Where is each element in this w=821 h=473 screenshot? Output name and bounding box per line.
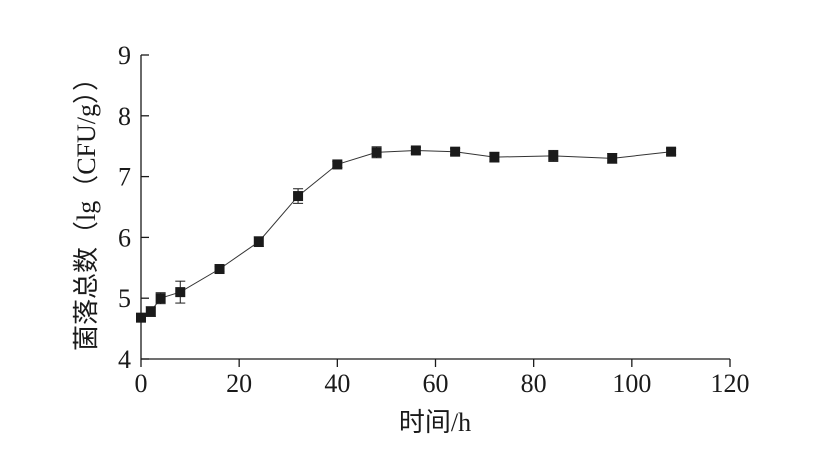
- data-point-marker: [666, 146, 677, 157]
- x-tick-label: 120: [711, 369, 750, 398]
- data-point-marker: [450, 146, 461, 157]
- data-point-marker: [489, 152, 500, 163]
- data-point-marker: [548, 150, 559, 161]
- x-tick-label: 0: [135, 369, 148, 398]
- data-point-marker: [332, 159, 343, 170]
- data-point-marker: [253, 236, 264, 247]
- x-tick-label: 40: [324, 369, 350, 398]
- data-point-marker: [155, 293, 166, 304]
- data-point-marker: [175, 287, 186, 298]
- axes: [140, 55, 730, 360]
- data-series: [136, 145, 677, 323]
- data-point-marker: [410, 145, 421, 156]
- y-tick-label: 7: [118, 163, 131, 192]
- x-tick-label: 60: [423, 369, 449, 398]
- ticks: 4 5 6 7 8 9 0 20 40 60 80 100 120: [118, 41, 750, 398]
- data-point-marker: [607, 153, 618, 164]
- data-point-marker: [136, 312, 146, 323]
- y-tick-label: 8: [118, 102, 131, 131]
- x-tick-label: 20: [226, 369, 252, 398]
- y-tick-label: 5: [118, 284, 131, 313]
- x-tick-label: 100: [612, 369, 651, 398]
- data-point-marker: [214, 264, 225, 275]
- y-axis-title: 菌落总数（lg（CFU/g））: [72, 65, 101, 351]
- x-tick-label: 80: [521, 369, 547, 398]
- y-tick-label: 9: [118, 41, 131, 70]
- y-tick-label: 6: [118, 223, 131, 252]
- series-line: [140, 149, 672, 319]
- data-point-marker: [145, 306, 156, 317]
- y-tick-label: 4: [118, 345, 131, 374]
- data-point-marker: [371, 147, 382, 158]
- x-axis-title: 时间/h: [399, 408, 471, 437]
- data-point-marker: [293, 191, 304, 202]
